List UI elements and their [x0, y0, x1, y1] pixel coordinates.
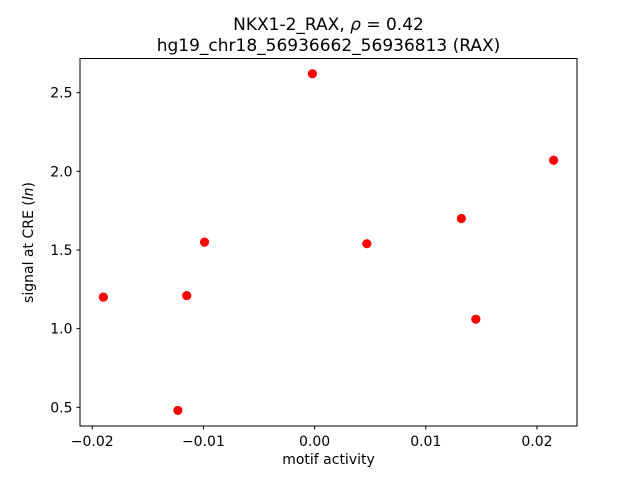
data-point: [471, 314, 481, 324]
y-axis-label-prefix: signal at CRE (: [21, 200, 37, 303]
data-point: [182, 290, 192, 301]
y-tick-label: 0.5: [50, 400, 72, 416]
data-point: [549, 155, 559, 165]
x-tick-label: 0.01: [410, 434, 441, 450]
rho-symbol: ρ: [350, 15, 361, 35]
chart-subtitle: hg19_chr18_56936662_56936813 (RAX): [157, 36, 501, 56]
y-tick-label: 2.0: [50, 164, 72, 180]
x-axis-label: motif activity: [282, 452, 375, 468]
axes-layer: −0.02 −0.01 0.00 0.01 0.02 0.5 1.0 1.5 2.0 2.5: [50, 58, 578, 450]
points-layer: [98, 69, 559, 416]
data-point: [456, 213, 466, 224]
x-tick-label: −0.02: [71, 434, 114, 450]
data-point: [199, 237, 210, 247]
y-axis-label-italic: ln: [21, 188, 37, 201]
y-tick-label: 1.5: [50, 243, 72, 259]
y-tick-label: 2.5: [50, 86, 72, 102]
y-axis-label-suffix: ): [21, 182, 37, 187]
chart-title: NKX1-2_RAX, ρ = 0.42: [233, 15, 424, 35]
data-point: [362, 239, 372, 249]
y-tick-label: 1.0: [50, 322, 72, 338]
y-axis-label: signal at CRE (ln): [21, 182, 37, 303]
x-tick-label: 0.00: [299, 434, 330, 450]
chart-title-prefix: NKX1-2_RAX,: [233, 15, 350, 35]
x-tick-label: −0.01: [182, 434, 225, 450]
chart-title-suffix: = 0.42: [361, 15, 424, 35]
data-point: [307, 69, 317, 79]
data-point: [98, 292, 108, 302]
data-point: [173, 405, 183, 416]
x-tick-label: 0.02: [521, 434, 552, 450]
plot-frame: [79, 58, 578, 427]
